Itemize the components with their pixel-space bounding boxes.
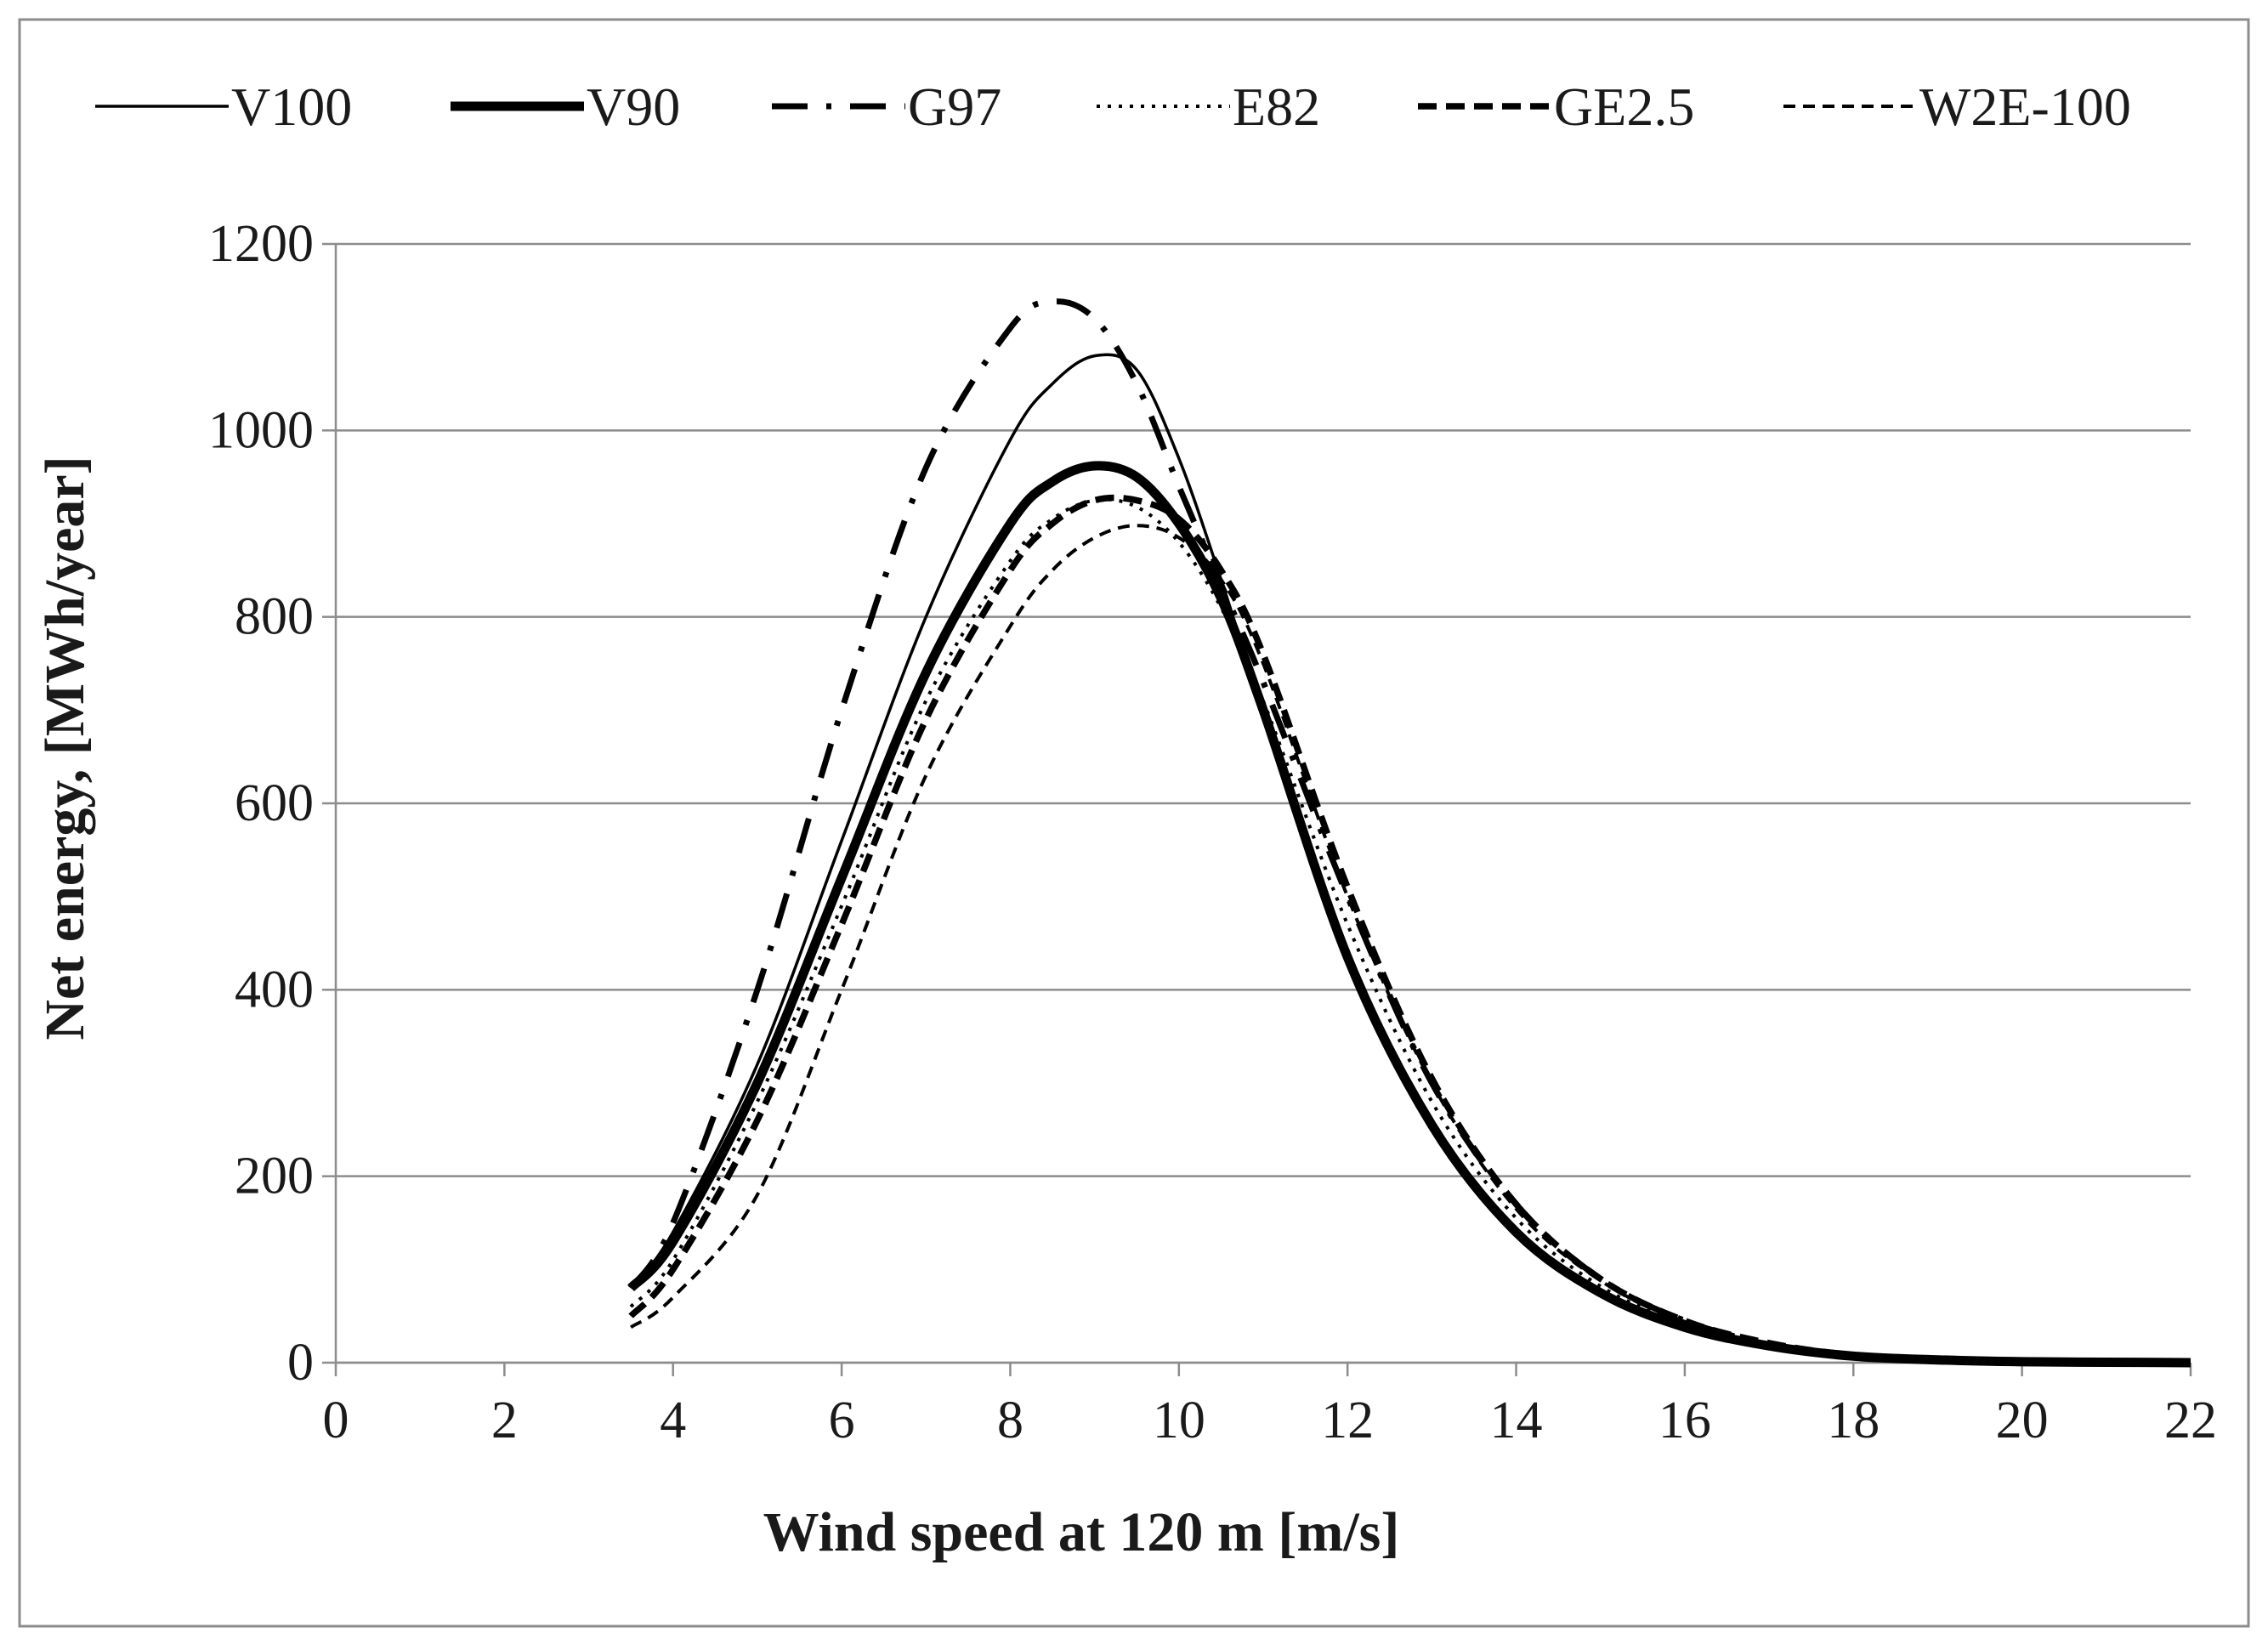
legend: V100 V90 G97 E82 GE2.5 W2E-100	[95, 77, 2131, 137]
y-tick-label: 0	[287, 1334, 314, 1392]
y-tick-label: 1000	[208, 401, 314, 459]
y-tick-label: 600	[235, 774, 314, 832]
y-tick-label: 800	[235, 588, 314, 646]
legend-label-v90: V90	[587, 77, 680, 137]
x-tick-label: 4	[660, 1392, 686, 1449]
x-tick-label: 8	[997, 1392, 1023, 1449]
legend-label-g97: G97	[908, 77, 1001, 137]
x-tick-label: 2	[491, 1392, 518, 1449]
x-axis-title: Wind speed at 120 m [m/s]	[763, 1501, 1400, 1563]
x-tick-label: 10	[1153, 1392, 1205, 1449]
y-axis-title: Net energy, [MWh/year]	[34, 456, 96, 1040]
series-lines	[627, 298, 2191, 1368]
x-tick-label: 18	[1827, 1392, 1880, 1449]
axes: 0 200 400 600 800 1000 1200 0 2 4 6 8 10 12 14 16 18 20 22	[208, 215, 2217, 1449]
legend-label-w2e-100: W2E-100	[1919, 77, 2131, 137]
x-tick-label: 20	[1996, 1392, 2049, 1449]
legend-label-e82: E82	[1233, 77, 1320, 137]
legend-label-v100: V100	[231, 77, 352, 137]
y-tick-label: 1200	[208, 215, 314, 273]
x-tick-label: 12	[1321, 1392, 1374, 1449]
x-tick-label: 14	[1490, 1392, 1543, 1449]
series-line-ge2-5	[628, 494, 2191, 1366]
y-tick-label: 200	[235, 1148, 314, 1205]
series-line-g97	[628, 298, 2191, 1366]
gridlines	[336, 242, 2191, 1364]
y-tick-label: 400	[235, 961, 314, 1018]
series-line-w2e-100	[629, 524, 2191, 1364]
series-line-e82	[629, 497, 2191, 1364]
x-tick-label: 0	[323, 1392, 349, 1449]
x-tick-label: 16	[1658, 1392, 1711, 1449]
chart-border	[18, 18, 2250, 1628]
legend-label-ge2-5: GE2.5	[1554, 77, 1694, 137]
x-tick-label: 22	[2164, 1392, 2217, 1449]
x-tick-label: 6	[829, 1392, 855, 1449]
